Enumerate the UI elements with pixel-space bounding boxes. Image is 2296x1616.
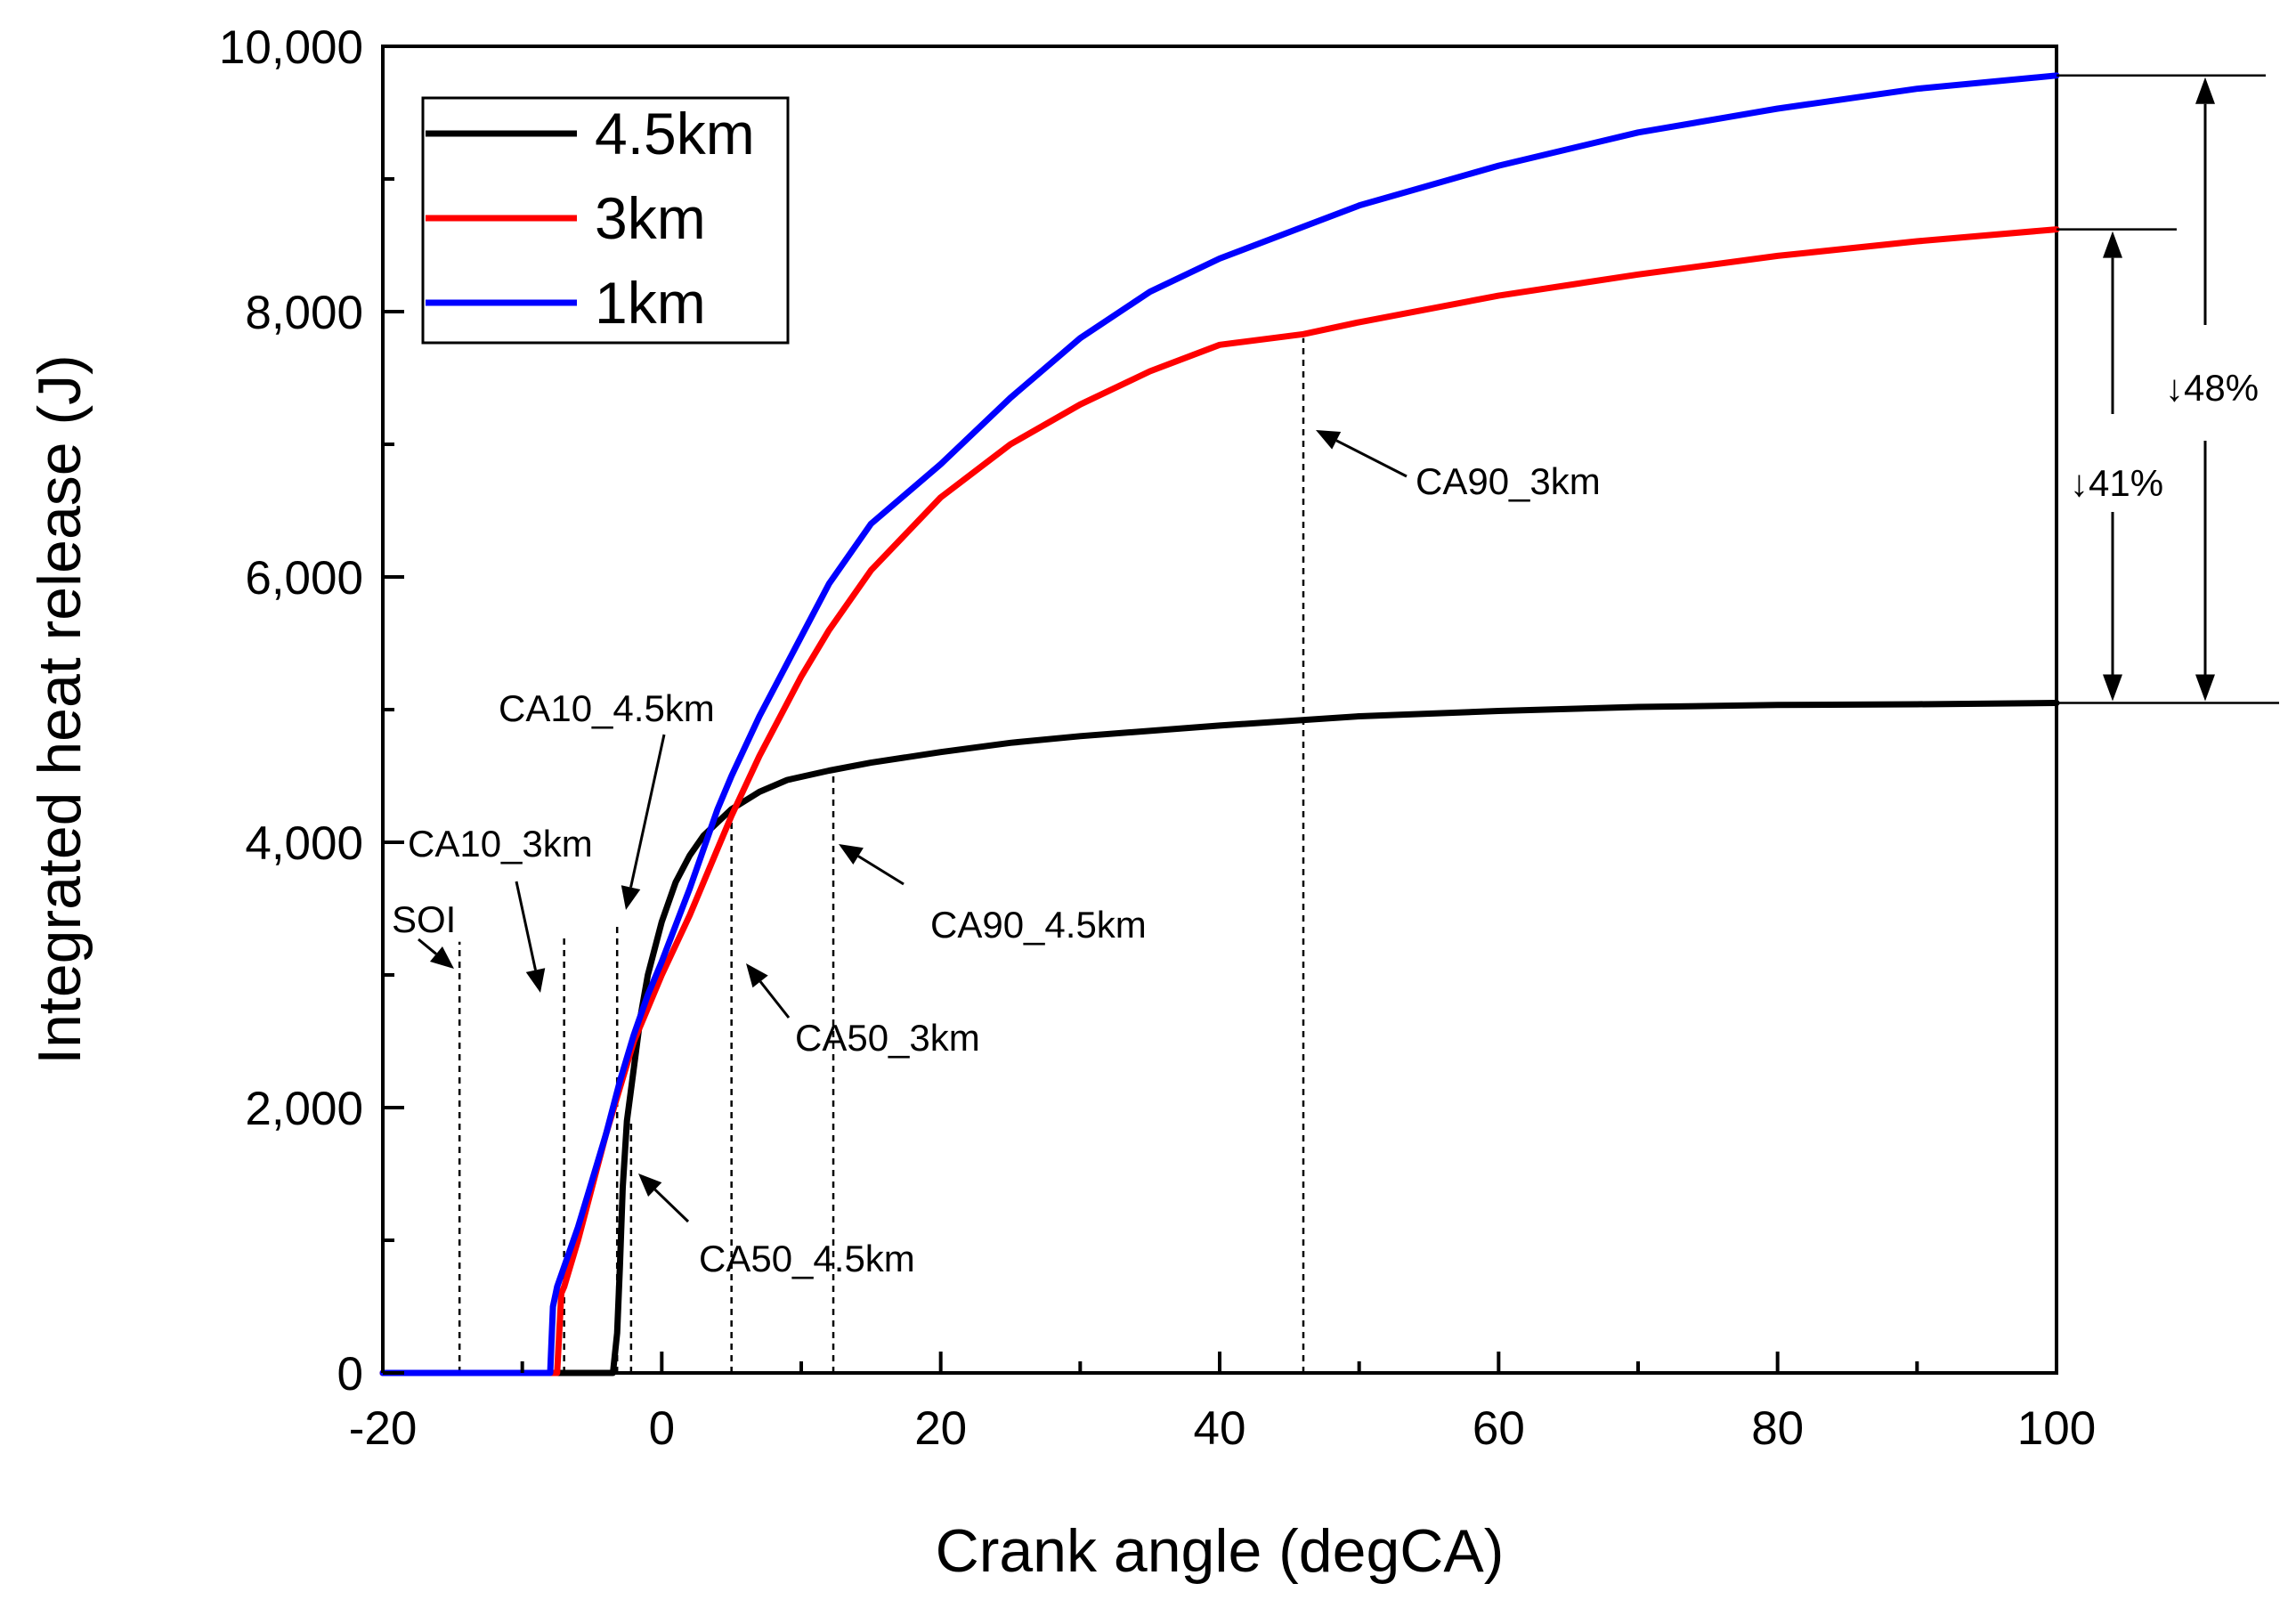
marker-label: CA90_4.5km <box>930 904 1147 946</box>
annotations-layer: ↓48% ↓41% <box>2057 74 2279 704</box>
marker-arrow <box>418 938 454 969</box>
x-tick-label: 80 <box>1751 1402 1804 1455</box>
marker-label: SOI <box>392 898 456 940</box>
arrow-41-up-head <box>2103 231 2122 258</box>
y-tick-label: 2,000 <box>245 1083 363 1135</box>
arrow-48-down <box>2195 441 2215 702</box>
marker-label: CA90_3km <box>1416 460 1601 502</box>
plot-area: SOI CA10_3km CA10_4.5km CA50_4.5km CA50_3km C… <box>219 21 2096 1455</box>
marker-label: CA50_4.5km <box>699 1238 915 1279</box>
marker-arrow-shaft <box>418 938 437 955</box>
marker-arrow-head <box>621 885 641 910</box>
annotation-48: ↓48% <box>2165 367 2259 409</box>
series-line-1km <box>379 72 2060 1376</box>
marker-label: CA10_4.5km <box>499 687 715 729</box>
x-axis-ticks: -20 0 20 40 60 80 100 <box>349 1352 2096 1455</box>
x-tick-label: 0 <box>649 1402 675 1455</box>
arrow-41-up <box>2103 231 2122 414</box>
marker-arrow-head <box>839 844 864 865</box>
x-axis-title: Crank angle (degCA) <box>936 1517 1505 1585</box>
marker-label: CA10_3km <box>408 823 593 865</box>
arrow-41-down <box>2103 512 2122 702</box>
y-tick-label: 4,000 <box>245 817 363 870</box>
marker-arrow <box>638 1173 690 1223</box>
marker-arrow-head <box>638 1173 662 1197</box>
marker-arrow-shaft <box>653 1188 690 1223</box>
marker-arrow-shaft <box>515 881 537 970</box>
markers-layer: SOI CA10_3km CA10_4.5km CA50_4.5km CA50_3km C… <box>392 337 1601 1373</box>
marker-arrow <box>1316 430 1408 478</box>
marker-arrow <box>839 844 905 886</box>
legend-label: 1km <box>595 270 706 336</box>
marker-arrow-head <box>1316 430 1342 450</box>
legend-label: 3km <box>595 185 706 251</box>
annotation-41: ↓41% <box>2070 462 2163 504</box>
x-tick-label: -20 <box>349 1402 418 1455</box>
y-axis-title: Integrated heat release (J) <box>26 354 93 1065</box>
arrow-48-up-head <box>2195 77 2215 104</box>
legend-label: 4.5km <box>595 101 755 166</box>
y-axis-ticks: 0 2,000 4,000 6,000 8,000 10,000 <box>219 21 404 1401</box>
marker-arrow <box>515 881 546 993</box>
marker-arrow-shaft <box>857 855 905 886</box>
marker-arrow-head <box>429 946 454 969</box>
marker-arrow-shaft <box>1335 439 1408 478</box>
marker-arrow-shaft <box>629 734 666 888</box>
arrow-48-down-head <box>2195 674 2215 702</box>
x-tick-label: 60 <box>1473 1402 1525 1455</box>
marker-arrow <box>621 734 666 910</box>
marker-arrow-shaft <box>759 980 791 1019</box>
y-tick-label: 6,000 <box>245 552 363 605</box>
marker-arrow-head <box>525 968 546 993</box>
x-tick-label: 100 <box>2017 1402 2096 1455</box>
x-tick-label: 40 <box>1194 1402 1246 1455</box>
y-tick-label: 10,000 <box>219 21 363 74</box>
y-tick-label: 8,000 <box>245 287 363 339</box>
series-line-3km <box>379 226 2060 1376</box>
legend: 4.5km 3km 1km <box>421 96 790 345</box>
arrow-48-up <box>2195 77 2215 325</box>
y-tick-label: 0 <box>337 1348 363 1401</box>
marker-arrow <box>746 963 791 1019</box>
series-layer <box>379 72 2060 1376</box>
marker-label: CA50_3km <box>795 1017 980 1059</box>
x-tick-label: 20 <box>914 1402 967 1455</box>
marker-arrow-head <box>746 963 768 988</box>
arrow-41-down-head <box>2103 674 2122 702</box>
